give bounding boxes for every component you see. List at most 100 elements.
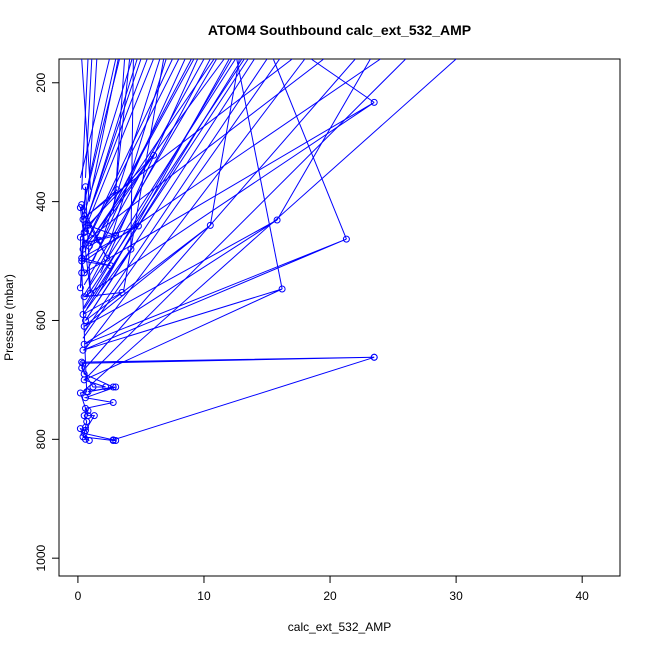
data-point-45 [82, 227, 89, 235]
data-point-66 [79, 433, 87, 441]
series-segment-4 [82, 59, 180, 250]
series-segment-48 [111, 59, 195, 209]
x-tick-label-3: 30 [449, 589, 463, 603]
data-point-47 [79, 215, 87, 223]
data-point-31 [118, 289, 126, 296]
data-point-46 [113, 186, 121, 194]
data-point-37 [78, 254, 86, 262]
data-point-57 [76, 233, 84, 241]
series-segment-10 [85, 59, 255, 321]
data-point-38 [134, 222, 142, 230]
data-point-54 [78, 269, 86, 277]
series-segment-34 [272, 59, 347, 240]
data-point-32 [80, 293, 88, 301]
data-point-59 [76, 389, 84, 397]
series-segment-21 [84, 59, 117, 196]
series-segment-27 [86, 59, 243, 309]
data-point-58 [83, 388, 91, 396]
series-segment-16 [115, 59, 126, 190]
y-tick-label-2: 600 [34, 310, 48, 330]
y-tick-label-1: 400 [34, 191, 48, 211]
x-axis-label: calc_ext_532_AMP [288, 620, 391, 634]
series-segment-7 [83, 59, 218, 286]
data-point-28 [82, 317, 89, 324]
data-point-67 [109, 437, 117, 444]
series-segment-45 [86, 59, 245, 297]
x-tick-label-1: 10 [197, 589, 211, 603]
data-point-34 [80, 269, 88, 277]
series-segment-14 [83, 59, 407, 381]
chart-title: ATOM4 Southbound calc_ext_532_AMP [208, 22, 471, 38]
series-segment-31 [81, 59, 138, 238]
series-segment-46 [83, 59, 268, 333]
data-point-7 [109, 399, 117, 406]
series-segment-41 [88, 59, 119, 202]
data-point-21 [278, 285, 286, 293]
y-axis-label: Pressure (mbar) [2, 274, 16, 361]
series-segment-17 [112, 59, 131, 214]
series-segment-40 [81, 59, 92, 190]
data-point-18 [89, 383, 97, 391]
data-point-61 [90, 412, 98, 420]
data-point-17 [78, 364, 86, 372]
data-point-55 [79, 245, 87, 253]
data-point-52 [82, 183, 89, 191]
data-point-9 [84, 407, 92, 415]
x-tick-label-2: 20 [323, 589, 337, 603]
data-point-65 [85, 437, 93, 444]
data-point-5 [112, 383, 120, 391]
data-point-3 [109, 383, 117, 391]
plot-area [76, 59, 457, 444]
data-point-24 [80, 340, 88, 348]
x-axis: 0 10 20 30 40 [75, 576, 589, 603]
series-segment-38 [130, 59, 134, 250]
data-point-27 [206, 221, 214, 229]
data-point-50 [76, 204, 84, 212]
series-segment-25 [88, 59, 211, 286]
data-point-35 [78, 257, 86, 265]
y-tick-label-3: 800 [34, 429, 48, 449]
series-segment-30 [83, 59, 148, 226]
series-segment-23 [108, 59, 167, 244]
y-tick-label-4: 1000 [34, 545, 48, 572]
series-segment-50 [87, 59, 225, 244]
data-point-53 [76, 284, 84, 292]
data-point-16 [79, 359, 87, 367]
series-segment-11 [82, 59, 281, 339]
series-segment-37 [122, 59, 165, 293]
y-axis: 200 400 600 800 1000 [34, 72, 59, 572]
data-point-68 [112, 437, 120, 444]
series-segment-36 [310, 59, 375, 103]
data-point-42 [150, 151, 158, 159]
series-segment-39 [84, 59, 93, 178]
data-point-56 [80, 229, 88, 236]
plot-frame [58, 58, 621, 577]
x-tick-label-0: 0 [75, 589, 82, 603]
series-segment-32 [209, 59, 240, 226]
series-segment-13 [85, 59, 356, 369]
y-tick-label-0: 200 [34, 72, 48, 92]
data-point-10 [80, 412, 88, 420]
data-point-63 [76, 425, 84, 433]
data-point-23 [342, 235, 350, 243]
data-point-25 [273, 216, 281, 224]
series-segment-5 [83, 59, 192, 262]
series-segment-49 [97, 59, 215, 230]
data-point-20 [80, 376, 88, 384]
data-point-36 [107, 262, 115, 270]
data-point-30 [79, 311, 87, 318]
data-point-44 [95, 236, 103, 244]
series-segment-20 [79, 59, 110, 178]
series-segment-12 [83, 59, 306, 351]
series-segment-35 [236, 59, 283, 290]
series-segment-8 [82, 59, 236, 297]
data-point-41 [84, 221, 92, 229]
data-point-51 [87, 289, 94, 297]
series-segment-42 [82, 59, 325, 244]
data-point-40 [112, 232, 120, 239]
series-segment-43 [83, 59, 381, 262]
series-segment-9 [83, 59, 249, 309]
series-segment-28 [100, 59, 199, 274]
series-segment-33 [276, 59, 371, 221]
